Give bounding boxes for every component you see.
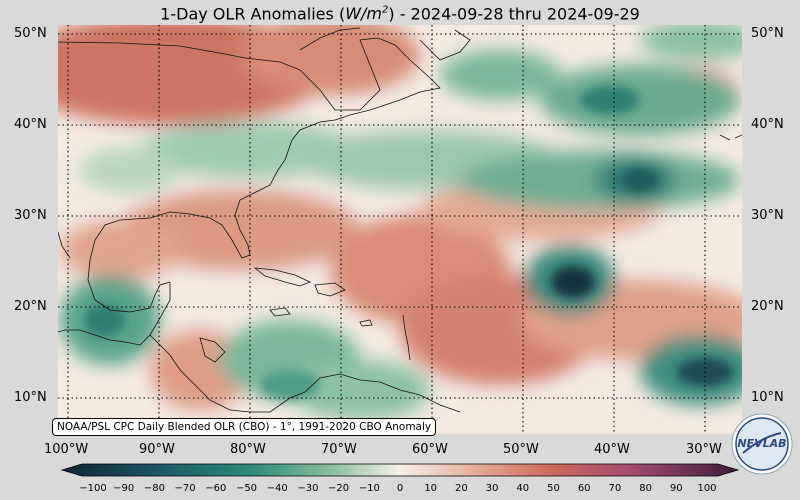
anomaly-field	[58, 25, 742, 434]
colorbar-tick-label: 10	[424, 483, 438, 494]
colorbar-tick-label: −100	[79, 483, 107, 494]
colorbar-tick-label: 90	[669, 483, 683, 494]
colorbar-tick-label: −20	[328, 483, 350, 494]
colorbar-tick-label: −70	[174, 483, 196, 494]
colorbar-tick-label: 60	[577, 483, 591, 494]
colorbar-tick-label: −90	[113, 483, 135, 494]
lon-label: 80°W	[230, 442, 266, 457]
colorbar-tick-label: −30	[297, 483, 319, 494]
map-title: 1-Day OLR Anomalies (W/m2) - 2024-09-28 …	[160, 4, 640, 24]
lon-label: 70°W	[321, 442, 357, 457]
colorbar-tick-label: −80	[143, 483, 165, 494]
colorbar-tick-label: 80	[639, 483, 652, 494]
colorbar-tick-label: −10	[358, 483, 380, 494]
lon-label: 30°W	[686, 442, 722, 457]
lat-label-left: 20°N	[14, 299, 47, 314]
colorbar	[60, 463, 740, 477]
lat-label-left: 40°N	[14, 117, 47, 132]
lat-label-left: 50°N	[14, 26, 47, 41]
lat-label-left: 30°N	[14, 208, 47, 223]
source-note: NOAA/PSL CPC Daily Blended OLR (CBO) - 1…	[52, 418, 437, 436]
lon-label: 50°W	[503, 442, 539, 457]
coastlines	[58, 27, 742, 413]
colorbar-tick-label: 30	[485, 483, 499, 494]
lat-label-right: 30°N	[751, 208, 784, 223]
lat-label-right: 40°N	[751, 117, 784, 132]
colorbar-tick-label: 100	[697, 483, 717, 494]
colorbar-tick-label: 50	[547, 483, 560, 494]
lat-label-left: 10°N	[14, 390, 47, 405]
colorbar-tick-label: 20	[455, 483, 468, 494]
lon-label: 60°W	[412, 442, 448, 457]
colorbar-tick-label: 40	[516, 483, 530, 494]
lon-label: 90°W	[139, 442, 175, 457]
lon-label: 40°W	[594, 442, 630, 457]
nevlab-logo: NEVLAB	[731, 413, 793, 475]
lon-label: 100°W	[44, 442, 89, 457]
lat-label-right: 50°N	[751, 26, 784, 41]
colorbar-tick-label: −40	[266, 483, 288, 494]
colorbar-tick-label: 0	[396, 483, 404, 494]
lat-label-right: 20°N	[751, 299, 784, 314]
colorbar-tick-label: −60	[205, 483, 227, 494]
colorbar-tick-label: −50	[235, 483, 258, 494]
colorbar-tick-label: 70	[608, 483, 622, 494]
graticule	[58, 25, 742, 434]
lat-label-right: 10°N	[751, 390, 784, 405]
logo-text: NEVLAB	[737, 437, 786, 450]
